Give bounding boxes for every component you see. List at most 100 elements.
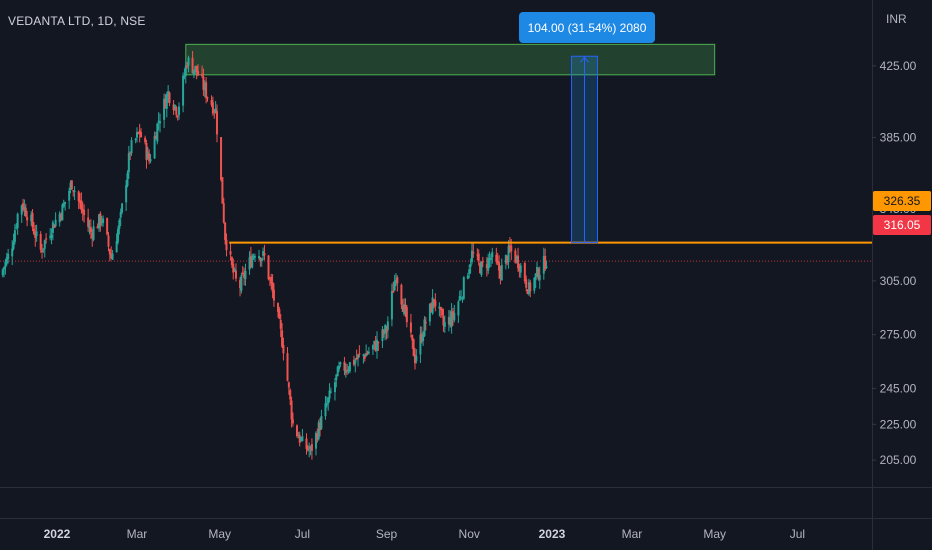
candle-body: [295, 425, 298, 437]
candle-body: [129, 152, 132, 154]
candle-body: [442, 316, 445, 326]
candle-body: [544, 255, 547, 270]
candle-body: [5, 257, 8, 264]
candle-body: [89, 227, 92, 233]
candle-body: [140, 132, 143, 138]
candle-body: [32, 228, 35, 235]
candle-body: [451, 311, 454, 319]
candle-body: [110, 254, 113, 259]
candle-body: [286, 353, 289, 381]
candle-body: [279, 319, 282, 329]
candle-body: [534, 273, 537, 281]
candle-body: [405, 307, 408, 323]
candle-body: [3, 267, 6, 270]
candle-body: [518, 266, 521, 271]
candle-body: [403, 304, 406, 315]
candle-body: [500, 264, 503, 281]
candle-body: [196, 71, 199, 76]
candle-body: [263, 252, 266, 256]
candle-body: [545, 266, 548, 268]
candle-body: [144, 137, 147, 143]
candle-body: [468, 269, 471, 274]
candle-body: [249, 255, 252, 268]
candle-body: [111, 253, 114, 260]
candle-body: [222, 203, 225, 223]
candle-body: [476, 254, 479, 256]
candle-body: [470, 250, 473, 263]
candle-body: [87, 217, 90, 227]
candle-body: [525, 279, 528, 288]
candle-body: [506, 256, 509, 263]
last-price-tag: 316.05: [873, 215, 931, 235]
candle-body: [298, 434, 301, 443]
candle-body: [92, 226, 95, 240]
candle-body: [31, 213, 34, 228]
measure-label[interactable]: 104.00 (31.54%) 2080: [519, 12, 655, 43]
candle-body: [510, 245, 513, 252]
candle-body: [148, 153, 151, 162]
candle-body: [413, 354, 416, 364]
candle-body: [529, 282, 532, 292]
x-tick-label: 2022: [44, 527, 71, 541]
candle-body: [290, 400, 293, 420]
candle-body: [68, 190, 71, 201]
candle-body: [267, 255, 270, 280]
candle-body: [507, 245, 510, 262]
candle-body: [317, 422, 320, 440]
candle-body: [137, 132, 140, 134]
candle-body: [43, 240, 46, 249]
candle-body: [415, 355, 418, 362]
x-tick-label: May: [703, 527, 726, 541]
candle-body: [447, 316, 450, 325]
candle-body: [26, 216, 29, 221]
candle-body: [441, 308, 444, 316]
candle-body: [305, 438, 308, 449]
currency-label: INR: [886, 12, 907, 26]
candle-body: [479, 263, 482, 274]
candle-body: [230, 257, 233, 266]
candle-body: [96, 226, 99, 229]
candle-body: [515, 256, 518, 261]
candle-body: [15, 227, 18, 229]
candle-body: [466, 275, 469, 279]
candle-body: [430, 303, 433, 313]
candle-body: [175, 106, 178, 115]
candle-body: [62, 203, 65, 207]
candle-body: [477, 253, 480, 262]
x-tick-label: Jul: [295, 527, 310, 541]
candle-body: [450, 311, 453, 327]
candle-body: [352, 359, 355, 365]
candle-body: [419, 334, 422, 355]
candle-body: [258, 256, 261, 259]
candle-body: [401, 305, 404, 312]
candle-body: [146, 151, 149, 160]
candle-body: [244, 270, 247, 280]
candle-body: [91, 233, 94, 238]
candle-body: [24, 207, 27, 217]
candle-body: [327, 397, 330, 404]
candle-body: [99, 213, 102, 226]
candle-body: [373, 340, 376, 345]
candle-body: [347, 369, 350, 372]
candle-body: [157, 120, 160, 123]
candle-body: [291, 419, 294, 424]
candle-body: [49, 236, 52, 238]
candle-body: [443, 322, 446, 327]
candle-body: [499, 268, 502, 279]
symbol-title[interactable]: VEDANTA LTD, 1D, NSE: [8, 14, 146, 28]
candle-body: [167, 91, 170, 97]
candle-body: [215, 111, 218, 135]
candle-body: [221, 177, 224, 204]
candle-body: [194, 66, 197, 71]
candle-body: [173, 105, 176, 108]
candle-body: [11, 248, 14, 257]
candle-body: [489, 257, 492, 261]
candle-body: [278, 309, 281, 319]
candle-body: [192, 69, 195, 75]
candle-body: [537, 268, 540, 280]
y-tick-label: 205.00: [880, 453, 917, 467]
candle-body: [13, 230, 16, 242]
candle-body: [538, 274, 541, 281]
candle-body: [35, 231, 38, 237]
